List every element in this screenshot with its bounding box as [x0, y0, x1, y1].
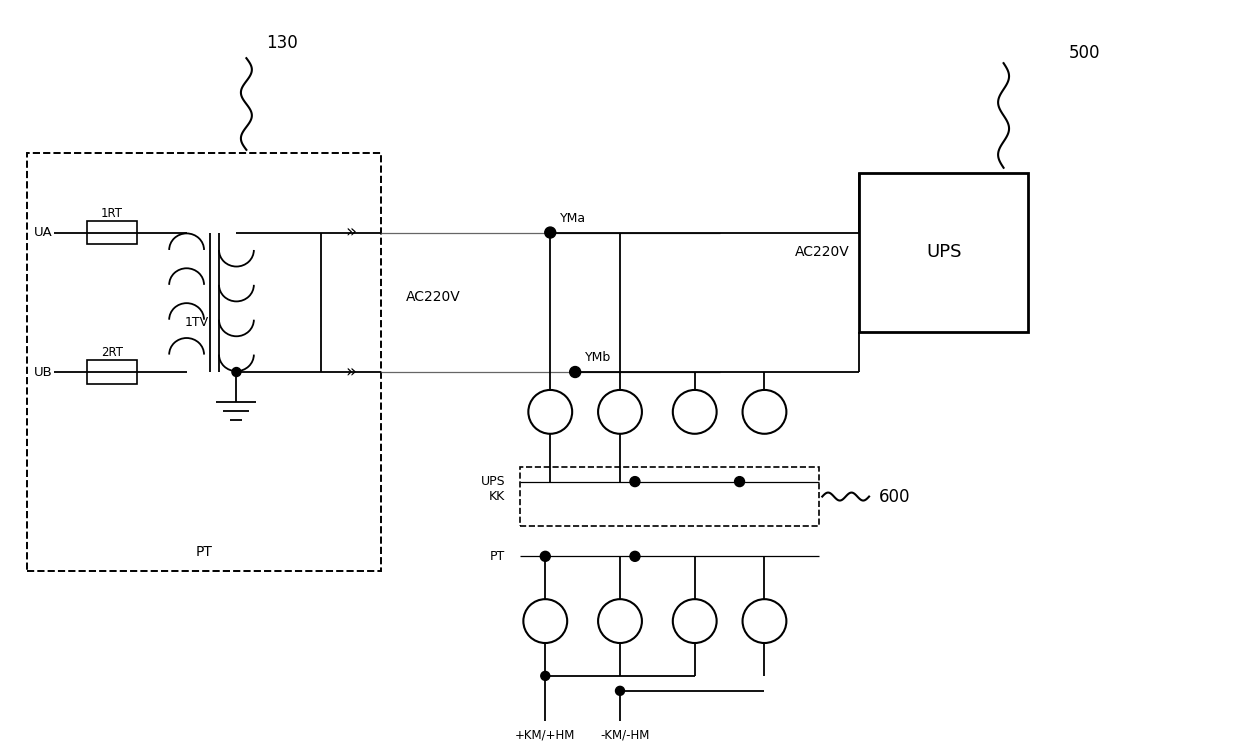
- Bar: [859, 173, 1028, 332]
- Bar: [87, 220, 136, 244]
- Text: 500: 500: [1069, 44, 1100, 62]
- Text: UPS: UPS: [926, 244, 961, 262]
- Text: 130: 130: [267, 35, 298, 52]
- Circle shape: [541, 551, 551, 561]
- Circle shape: [734, 477, 744, 487]
- Bar: [521, 467, 820, 526]
- Circle shape: [630, 477, 640, 487]
- Text: UPS: UPS: [481, 475, 506, 488]
- Text: AC220V: AC220V: [795, 245, 849, 259]
- Text: AC220V: AC220V: [405, 290, 460, 305]
- Circle shape: [541, 672, 549, 681]
- Bar: [27, 153, 381, 572]
- Circle shape: [615, 687, 625, 696]
- Text: »: »: [346, 363, 357, 381]
- Circle shape: [630, 551, 640, 561]
- Text: YMa: YMa: [560, 211, 587, 225]
- Text: KK: KK: [489, 490, 506, 503]
- Text: PT: PT: [196, 545, 212, 559]
- Text: 600: 600: [879, 487, 910, 505]
- Text: 2RT: 2RT: [100, 346, 123, 359]
- Text: +KM/+HM: +KM/+HM: [515, 729, 575, 741]
- Text: YMb: YMb: [585, 351, 611, 364]
- Text: UA: UA: [35, 226, 53, 239]
- Circle shape: [232, 368, 241, 377]
- Text: 1TV: 1TV: [185, 316, 208, 329]
- Bar: [87, 360, 136, 384]
- Circle shape: [569, 366, 580, 378]
- Text: PT: PT: [490, 550, 506, 562]
- Circle shape: [544, 227, 556, 238]
- Text: -KM/-HM: -KM/-HM: [600, 729, 650, 741]
- Text: UB: UB: [35, 365, 53, 378]
- Text: »: »: [346, 223, 357, 241]
- Text: 1RT: 1RT: [100, 207, 123, 220]
